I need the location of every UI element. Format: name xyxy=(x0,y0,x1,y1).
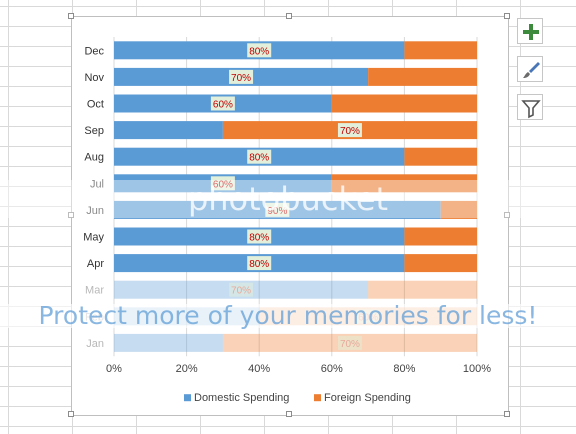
resize-handle-right[interactable] xyxy=(504,212,510,218)
bar xyxy=(404,227,477,246)
data-label: 90% xyxy=(267,206,287,217)
bar xyxy=(404,41,477,60)
bar xyxy=(331,174,477,193)
data-label-bg xyxy=(337,123,362,138)
data-label-bg xyxy=(210,96,235,111)
data-label-bg xyxy=(210,176,235,191)
bar xyxy=(114,333,223,352)
bar xyxy=(114,121,223,140)
category-label: Feb xyxy=(85,311,104,323)
bar xyxy=(404,147,477,166)
data-label: 80% xyxy=(249,233,269,244)
x-tick-label: 40% xyxy=(248,363,270,375)
category-label: Aug xyxy=(84,152,104,164)
category-label: Oct xyxy=(87,99,104,111)
category-label: Jun xyxy=(86,205,104,217)
resize-handle-bottom-left[interactable] xyxy=(68,411,74,417)
bar xyxy=(331,94,477,113)
data-label: 80% xyxy=(249,153,269,164)
category-label: Mar xyxy=(85,285,104,297)
data-label-bg xyxy=(247,43,272,58)
data-label: 70% xyxy=(340,339,360,350)
data-label: 70% xyxy=(231,73,251,84)
category-label: Sep xyxy=(84,125,104,137)
data-label-bg xyxy=(247,149,272,164)
data-label: 60% xyxy=(213,179,233,190)
x-tick-label: 60% xyxy=(321,363,343,375)
category-label: Jul xyxy=(90,178,104,190)
x-tick-label: 100% xyxy=(463,363,491,375)
chart-elements-button[interactable] xyxy=(517,18,543,44)
bar xyxy=(404,254,477,273)
legend-swatch xyxy=(314,394,321,402)
bar xyxy=(114,307,260,326)
x-tick-label: 0% xyxy=(106,363,122,375)
chart-filters-button[interactable] xyxy=(517,94,543,120)
data-label: 70% xyxy=(231,286,251,297)
x-tick-label: 20% xyxy=(176,363,198,375)
legend-swatch xyxy=(184,394,191,402)
chart-styles-button[interactable] xyxy=(517,56,543,82)
resize-handle-top-left[interactable] xyxy=(68,13,74,19)
bar xyxy=(368,280,477,299)
data-label-bg xyxy=(265,202,290,217)
data-label-bg xyxy=(229,282,254,297)
chart-area[interactable]: Dec 80% Nov 70% Oct 60% Sep 70% Aug 80% Jul 60% Jun 9… xyxy=(71,16,509,416)
data-label: 60% xyxy=(213,100,233,111)
chart-filters-funnel-icon xyxy=(521,100,541,119)
data-label-bg xyxy=(229,69,254,84)
data-label: 80% xyxy=(249,259,269,270)
resize-handle-bottom-right[interactable] xyxy=(504,411,510,417)
data-label-bg xyxy=(337,335,362,350)
category-label: Jan xyxy=(86,338,104,350)
legend-label: Domestic Spending xyxy=(194,392,289,404)
category-label: Nov xyxy=(84,72,104,84)
x-tick-label: 80% xyxy=(393,363,415,375)
resize-handle-top[interactable] xyxy=(286,13,292,19)
data-label-bg xyxy=(247,256,272,271)
category-label: May xyxy=(83,232,104,244)
chart-styles-brush-icon xyxy=(523,62,540,78)
resize-handle-left[interactable] xyxy=(68,212,74,218)
resize-handle-top-right[interactable] xyxy=(504,13,510,19)
bar xyxy=(440,200,477,219)
category-label: Apr xyxy=(87,258,104,270)
data-label: 60% xyxy=(358,312,378,323)
legend-label: Foreign Spending xyxy=(324,392,411,404)
bar xyxy=(368,67,477,86)
bar-chart: Dec 80% Nov 70% Oct 60% Sep 70% Aug 80% Jul 60% Jun 9… xyxy=(83,37,491,404)
resize-handle-bottom[interactable] xyxy=(286,411,292,417)
data-label: 80% xyxy=(249,46,269,57)
data-label: 70% xyxy=(340,126,360,137)
data-label-bg xyxy=(247,229,272,244)
category-label: Dec xyxy=(84,45,104,57)
chart-elements-plus-icon xyxy=(523,24,539,40)
